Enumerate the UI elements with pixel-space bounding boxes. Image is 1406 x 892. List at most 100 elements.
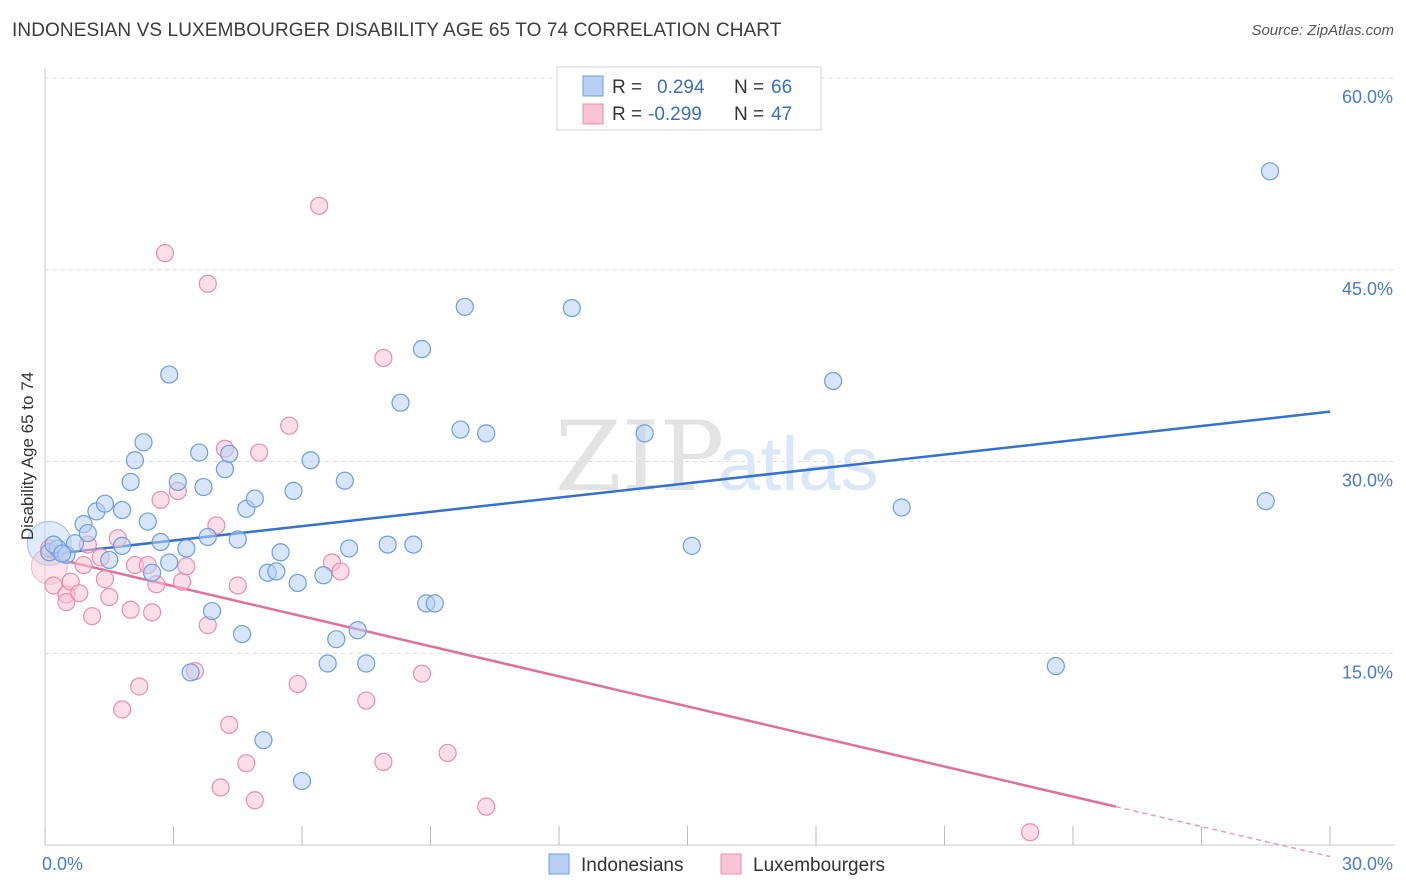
- point-indonesians-24: [198, 527, 217, 547]
- point-indonesians-50: [412, 339, 432, 359]
- point-indonesians-13: [134, 433, 153, 452]
- point-indonesians-22: [190, 443, 209, 462]
- point-indonesians-45: [348, 621, 367, 640]
- point-luxembourgers-23: [172, 572, 192, 591]
- point-luxembourgers-3: [57, 593, 76, 612]
- point-indonesians-63: [1260, 162, 1280, 181]
- point-luxembourgers-5: [70, 584, 89, 603]
- point-luxembourgers-43: [374, 752, 393, 772]
- bottom-legend-swatch-indonesians: [548, 853, 570, 875]
- point-luxembourgers-47: [1021, 823, 1040, 842]
- x-tick-label-1: 30.0%: [1342, 854, 1393, 874]
- point-indonesians-56: [562, 299, 581, 318]
- point-indonesians-47: [378, 535, 397, 554]
- point-indonesians-34: [267, 562, 286, 581]
- point-indonesians-58: [682, 536, 701, 555]
- y-tick-labels: 15.0% 30.0% 45.0% 60.0%: [1342, 87, 1393, 682]
- point-indonesians-18: [160, 365, 179, 384]
- point-luxembourgers-21: [155, 244, 175, 263]
- grid-lines: [45, 77, 1395, 654]
- point-luxembourgers-8: [83, 607, 102, 626]
- y-tick-label-2: 45.0%: [1342, 279, 1393, 299]
- point-luxembourgers-45: [438, 743, 457, 763]
- point-indonesians-52: [425, 594, 444, 613]
- point-indonesians-31: [245, 489, 264, 508]
- point-indonesians-29: [232, 624, 252, 644]
- point-luxembourgers-6: [74, 555, 93, 575]
- point-indonesians-23: [194, 477, 213, 497]
- point-luxembourgers-37: [288, 674, 307, 694]
- point-luxembourgers-34: [245, 791, 264, 810]
- legend-n-value-2: 47: [771, 104, 792, 125]
- y-tick-label-3: 60.0%: [1342, 87, 1393, 107]
- point-indonesians-8: [100, 550, 119, 570]
- point-luxembourgers-20: [151, 490, 170, 509]
- point-indonesians-15: [142, 563, 162, 582]
- point-indonesians-44: [340, 539, 359, 558]
- legend-n-label-1: N =: [734, 77, 764, 98]
- y-axis-title: Disability Age 65 to 74: [18, 372, 37, 540]
- y-tick-label-1: 30.0%: [1342, 471, 1393, 491]
- point-luxembourgers-41: [357, 691, 376, 710]
- point-luxembourgers-11: [100, 587, 119, 607]
- point-indonesians-27: [220, 444, 239, 463]
- point-indonesians-55: [477, 424, 496, 443]
- point-indonesians-10: [112, 536, 132, 555]
- point-indonesians-26: [215, 460, 234, 479]
- point-indonesians-12: [125, 451, 145, 470]
- trend-line-luxembourgers: [44, 554, 1117, 808]
- point-indonesians-25: [202, 601, 222, 621]
- x-tick-label-0: 0.0%: [42, 854, 83, 874]
- trend-lines: [44, 410, 1331, 858]
- point-indonesians-7: [95, 494, 115, 513]
- point-indonesians-49: [404, 535, 423, 554]
- point-indonesians-5: [78, 523, 97, 543]
- chart-title: INDONESIAN VS LUXEMBOURGER DISABILITY AG…: [12, 20, 782, 41]
- point-indonesians-41: [318, 654, 337, 673]
- point-indonesians-11: [121, 472, 140, 492]
- point-indonesians-62: [1256, 492, 1275, 511]
- point-indonesians-32: [254, 731, 273, 750]
- point-luxembourgers-46: [477, 797, 496, 816]
- point-indonesians-3: [65, 534, 85, 553]
- point-indonesians-20: [177, 539, 196, 558]
- point-indonesians-43: [335, 471, 354, 490]
- point-indonesians-48: [391, 393, 410, 412]
- watermark: ZIP atlas: [555, 401, 879, 513]
- point-indonesians-16: [151, 532, 170, 552]
- point-luxembourgers-29: [211, 778, 230, 797]
- point-luxembourgers-32: [228, 576, 247, 595]
- point-indonesians-60: [892, 498, 911, 517]
- point-luxembourgers-1: [44, 576, 63, 595]
- point-indonesians-9: [112, 500, 132, 520]
- point-luxembourgers-35: [250, 443, 269, 462]
- bottom-legend-swatch-luxembourgers: [720, 853, 742, 875]
- point-luxembourgers-27: [198, 274, 217, 293]
- point-luxembourgers-10: [95, 570, 115, 589]
- point-luxembourgers-36: [280, 416, 299, 435]
- point-indonesians-36: [284, 481, 303, 501]
- legend-swatch-luxembourgers: [582, 103, 604, 125]
- point-indonesians-35: [271, 543, 290, 562]
- point-luxembourgers-38: [310, 196, 329, 215]
- point-indonesians-37: [288, 573, 307, 593]
- legend-r-value-2: -0.299: [648, 104, 702, 125]
- legend-r-label-2: R =: [612, 104, 642, 125]
- x-tick-labels: 0.0% 30.0%: [42, 854, 1393, 874]
- point-indonesians-17: [160, 553, 179, 572]
- legend-swatch-indonesians: [582, 75, 604, 97]
- bottom-legend: Indonesians Luxembourgers: [548, 853, 885, 876]
- source-credit: Source: ZipAtlas.com: [1251, 22, 1394, 39]
- legend-r-label-1: R =: [612, 77, 642, 98]
- point-indonesians-65: [53, 544, 72, 563]
- bottom-legend-label-indonesians: Indonesians: [581, 855, 683, 876]
- point-indonesians-19: [168, 472, 187, 492]
- point-indonesians-38: [292, 771, 312, 791]
- point-luxembourgers-13: [112, 700, 132, 719]
- trend-line-luxembourgers-extension: [1115, 805, 1331, 858]
- point-indonesians-39: [301, 451, 320, 470]
- point-indonesians-40: [314, 566, 333, 585]
- point-luxembourgers-31: [220, 715, 239, 734]
- point-indonesians-21: [181, 663, 200, 682]
